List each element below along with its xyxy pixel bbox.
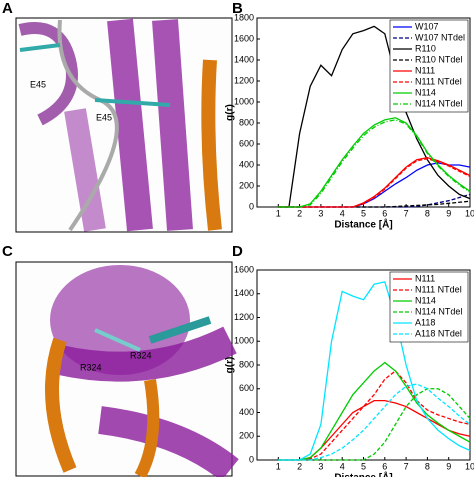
structure-image-c: R324 R324 (15, 261, 239, 482)
x-tick-label: 3 (318, 461, 323, 471)
y-tick-label: 0 (249, 201, 254, 211)
y-tick-label: 1200 (234, 75, 254, 85)
x-axis-label: Distance [Å] (334, 218, 392, 231)
legend (389, 271, 469, 343)
legend-label: N114 (415, 295, 436, 305)
y-tick-label: 1800 (234, 12, 254, 22)
x-tick-label: 9 (446, 208, 451, 218)
x-tick-label: 2 (297, 461, 302, 471)
panel-label: D (232, 243, 243, 260)
x-tick-label: 4 (340, 461, 345, 471)
series-line (278, 388, 471, 461)
legend-label: W107 (415, 21, 439, 31)
y-tick-label: 800 (239, 117, 254, 127)
y-tick-label: 1400 (234, 54, 254, 64)
x-tick-label: 8 (425, 208, 430, 218)
x-tick-label: 1 (276, 208, 281, 218)
y-tick-label: 1600 (234, 33, 254, 43)
x-tick-label: 7 (404, 461, 409, 471)
series-line (278, 162, 471, 208)
residue-label: E45 (30, 79, 46, 89)
panel-label: C (2, 243, 13, 260)
y-tick-label: 400 (239, 159, 254, 169)
legend (389, 19, 469, 113)
x-tick-label: 9 (446, 461, 451, 471)
x-tick-label: 5 (361, 461, 366, 471)
y-tick-label: 1200 (234, 312, 254, 322)
legend-label: N111 (415, 65, 435, 75)
x-tick-label: 6 (382, 208, 387, 218)
structure-image-a: E45 E45 (15, 17, 233, 233)
y-tick-label: 0 (249, 454, 254, 464)
y-tick-label: 800 (239, 359, 254, 369)
y-tick-label: 1400 (234, 288, 254, 298)
legend-label: R110 (415, 43, 436, 53)
x-tick-label: 10 (465, 208, 474, 218)
x-axis-label: Distance [Å] (334, 471, 392, 477)
y-tick-label: 200 (239, 431, 254, 441)
x-tick-label: 2 (297, 208, 302, 218)
legend-label: R110 NTdel (415, 54, 462, 64)
legend-label: N114 NTdel (415, 306, 462, 316)
x-tick-label: 4 (340, 208, 345, 218)
x-tick-label: 6 (382, 461, 387, 471)
series-line (278, 281, 471, 461)
series-line (278, 156, 471, 208)
series-line (278, 399, 471, 461)
y-tick-label: 1000 (234, 96, 254, 106)
legend-label: A118 (415, 317, 435, 327)
legend-label: N111 NTdel (415, 76, 462, 86)
series-line (278, 25, 471, 208)
legend-label: W107 NTdel (415, 32, 465, 42)
residue-label: E45 (96, 112, 112, 122)
x-tick-label: 8 (425, 461, 430, 471)
series-line (278, 119, 471, 208)
legend-label: N111 (415, 273, 435, 283)
x-tick-label: 5 (361, 208, 366, 218)
series-line (278, 383, 471, 461)
panel-label: A (2, 0, 13, 17)
x-tick-label: 7 (404, 208, 409, 218)
y-tick-label: 400 (239, 407, 254, 417)
series-line (278, 361, 471, 461)
legend-label: N114 (415, 87, 436, 97)
legend-label: N114 NTdel (415, 98, 462, 108)
y-axis-label: g(r) (225, 104, 236, 121)
residue-label: R324 (80, 362, 102, 372)
y-tick-label: 1000 (234, 336, 254, 346)
y-tick-label: 600 (239, 383, 254, 393)
legend-label: N111 NTdel (415, 284, 462, 294)
residue-label: R324 (130, 350, 152, 360)
y-tick-label: 200 (239, 180, 254, 190)
x-tick-label: 10 (465, 461, 474, 471)
panel-label: B (232, 0, 243, 17)
y-tick-label: 600 (239, 138, 254, 148)
x-tick-label: 3 (318, 208, 323, 218)
series-line (278, 370, 471, 461)
y-tick-label: 1600 (234, 264, 254, 274)
series-line (278, 117, 471, 208)
legend-label: A118 NTdel (415, 328, 462, 338)
y-axis-label: g(r) (225, 357, 236, 374)
series-line (278, 158, 471, 208)
x-tick-label: 1 (276, 461, 281, 471)
